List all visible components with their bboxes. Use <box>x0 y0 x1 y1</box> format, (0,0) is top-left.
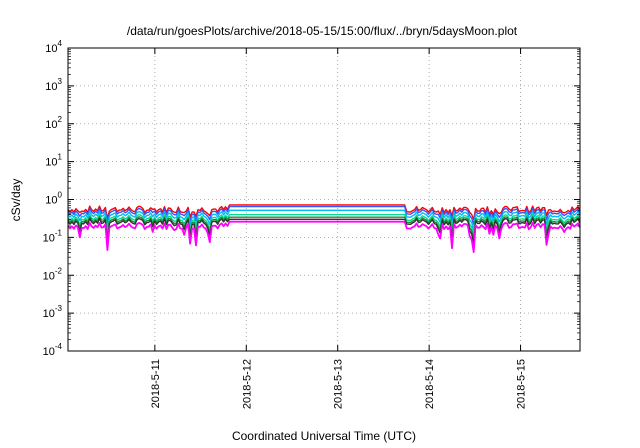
x-tick-label: 2018-5-15 <box>516 359 528 409</box>
series-line <box>67 205 581 226</box>
x-tick-label: 2018-5-13 <box>333 359 345 409</box>
y-tick-label: 102 <box>45 115 62 131</box>
series-line <box>67 204 581 221</box>
x-tick-label: 2018-5-11 <box>150 359 162 408</box>
series-line <box>67 220 581 254</box>
series-line <box>67 209 581 231</box>
grid <box>68 48 580 351</box>
y-tick-label: 10-1 <box>43 228 63 244</box>
y-tick-label: 100 <box>45 191 62 207</box>
x-tick-label: 2018-5-12 <box>241 359 253 409</box>
series-group <box>67 204 581 254</box>
x-axis: 2018-5-11 2018-5-12 2018-5-13 2018-5-14 2018… <box>150 48 528 409</box>
y-tick-label: 103 <box>45 77 62 93</box>
y-axis: 104 103 102 101 100 10-1 10-2 10-3 10-4 <box>43 39 580 358</box>
series-line <box>67 217 581 246</box>
y-tick-label: 101 <box>45 153 62 169</box>
x-tick-label: 2018-5-14 <box>424 359 436 409</box>
y-axis-label: cSv/day <box>9 179 23 222</box>
chart-title: /data/run/goesPlots/archive/2018-05-15/1… <box>127 24 518 38</box>
y-tick-label: 10-2 <box>43 266 63 282</box>
y-tick-label: 10-4 <box>43 342 63 358</box>
y-tick-label: 104 <box>45 39 62 55</box>
x-axis-label: Coordinated Universal Time (UTC) <box>232 429 416 443</box>
y-tick-label: 10-3 <box>43 304 63 320</box>
